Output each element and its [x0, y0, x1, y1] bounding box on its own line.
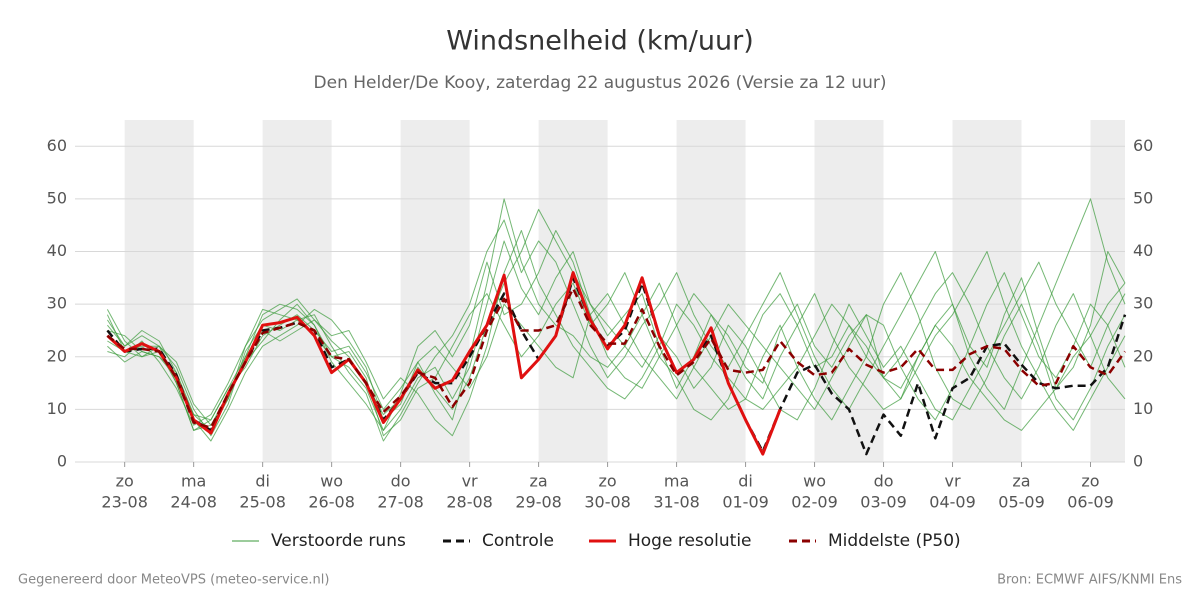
y-tick-label-right: 60	[1133, 136, 1153, 155]
x-tick-date: 05-09	[998, 493, 1045, 512]
y-tick-label-right: 40	[1133, 241, 1153, 260]
ensemble-run	[107, 272, 1126, 442]
footer-right: Bron: ECMWF AIFS/KNMI Ens	[997, 573, 1182, 588]
x-tick-day: vr	[462, 472, 478, 491]
x-tick-date: 04-09	[929, 493, 976, 512]
x-tick-date: 06-09	[1067, 493, 1114, 512]
x-tick-date: 30-08	[584, 493, 631, 512]
legend-label: Verstoorde runs	[271, 531, 406, 551]
x-tick-day: vr	[945, 472, 961, 491]
x-tick-date: 25-08	[239, 493, 286, 512]
ensemble-run	[107, 198, 1126, 421]
y-tick-label: 10	[47, 399, 67, 418]
y-tick-label-right: 20	[1133, 346, 1153, 365]
y-tick-label: 20	[47, 346, 67, 365]
x-tick-day: di	[738, 472, 753, 491]
x-tick-date: 03-09	[860, 493, 907, 512]
x-tick-day: di	[255, 472, 270, 491]
x-tick-day: do	[391, 472, 411, 491]
y-tick-label-right: 0	[1133, 452, 1143, 471]
x-tick-day: wo	[803, 472, 826, 491]
ensemble-run	[107, 230, 1126, 437]
day-band	[676, 120, 746, 462]
footer-left: Gegenereerd door MeteoVPS (meteo-service…	[18, 573, 329, 588]
x-tick-date: 02-09	[791, 493, 838, 512]
y-tick-label: 30	[47, 294, 67, 313]
legend-label: Middelste (P50)	[828, 531, 961, 551]
x-tick-day: wo	[320, 472, 343, 491]
day-band	[814, 120, 884, 462]
chart-title: Windsnelheid (km/uur)	[446, 26, 754, 57]
legend-label: Hoge resolutie	[628, 531, 752, 551]
x-tick-date: 27-08	[377, 493, 424, 512]
day-band	[262, 120, 332, 462]
x-tick-day: zo	[1081, 472, 1099, 491]
y-tick-label-right: 50	[1133, 188, 1153, 207]
y-tick-label-right: 30	[1133, 294, 1153, 313]
legend-label: Controle	[482, 531, 554, 551]
y-tick-label: 40	[47, 241, 67, 260]
x-tick-day: zo	[116, 472, 134, 491]
x-tick-day: ma	[664, 472, 689, 491]
ensemble-run	[107, 272, 1126, 437]
x-tick-day: do	[874, 472, 894, 491]
x-tick-date: 01-09	[722, 493, 769, 512]
x-tick-date: 23-08	[101, 493, 148, 512]
day-band	[400, 120, 470, 462]
x-tick-date: 29-08	[515, 493, 562, 512]
ensemble-run	[106, 240, 1126, 431]
y-tick-label: 0	[57, 452, 67, 471]
x-tick-day: za	[529, 472, 547, 491]
series-line	[106, 287, 1127, 430]
chart-subtitle: Den Helder/De Kooy, zaterdag 22 augustus…	[314, 73, 887, 93]
day-band	[952, 120, 1022, 462]
x-tick-date: 26-08	[308, 493, 355, 512]
y-tick-label-right: 10	[1133, 399, 1153, 418]
x-tick-day: zo	[598, 472, 616, 491]
x-tick-day: za	[1012, 472, 1030, 491]
x-tick-date: 31-08	[653, 493, 700, 512]
y-tick-label: 50	[47, 188, 67, 207]
x-tick-date: 28-08	[446, 493, 493, 512]
x-tick-date: 24-08	[170, 493, 217, 512]
x-tick-day: ma	[181, 472, 206, 491]
y-tick-label: 60	[47, 136, 67, 155]
day-band	[124, 120, 194, 462]
